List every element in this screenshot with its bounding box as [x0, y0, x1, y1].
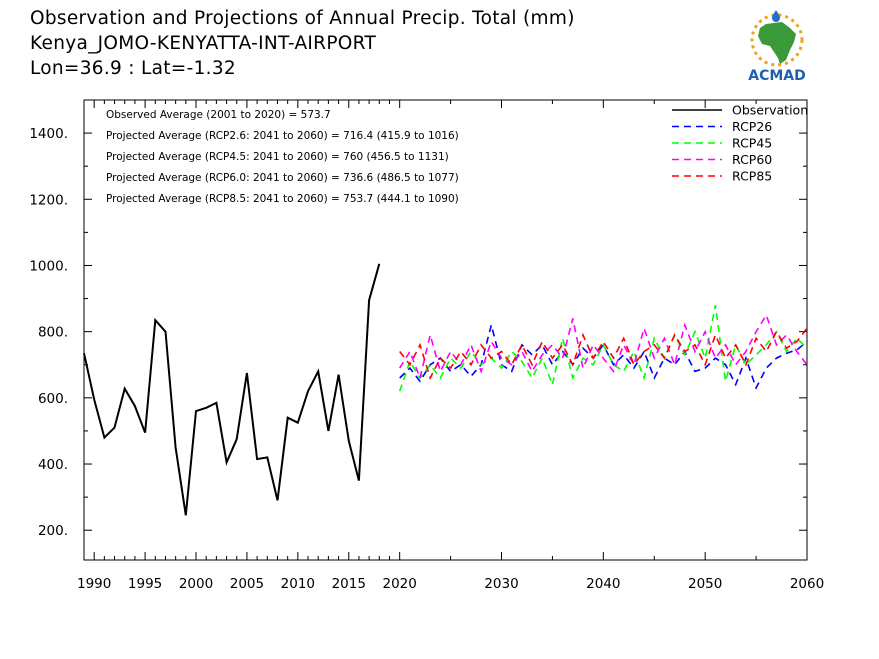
- x-tick-label: 1990: [77, 576, 111, 592]
- chart-title: Observation and Projections of Annual Pr…: [30, 8, 575, 29]
- annotation-text: Observed Average (2001 to 2020) = 573.7: [106, 109, 331, 121]
- series-line-rcp85: [399, 327, 808, 381]
- annotation-text: Projected Average (RCP8.5: 2041 to 2060)…: [106, 193, 459, 205]
- y-tick-label: 1400.: [29, 126, 68, 142]
- x-tick-label: 2015: [332, 576, 366, 592]
- x-tick-label: 2010: [281, 576, 315, 592]
- x-tick-label: 2030: [484, 576, 518, 592]
- x-tick-label: 2005: [230, 576, 264, 592]
- legend-label: RCP26: [732, 119, 772, 134]
- chart-annotations: Observed Average (2001 to 2020) = 573.7 P…: [106, 109, 459, 205]
- y-tick-label: 400.: [38, 457, 68, 473]
- annotation-text: Projected Average (RCP2.6: 2041 to 2060)…: [106, 130, 459, 142]
- series-line-rcp26: [399, 324, 808, 390]
- annotation-text: Projected Average (RCP4.5: 2041 to 2060)…: [106, 151, 449, 163]
- sun-rays-icon: [750, 13, 804, 67]
- series-line-rcp60: [399, 313, 808, 381]
- y-tick-label: 600.: [38, 391, 68, 407]
- logo-text: ACMAD: [748, 68, 806, 84]
- y-tick-label: 1200.: [29, 192, 68, 208]
- water-drop-icon: [772, 10, 780, 22]
- legend-label: RCP45: [732, 136, 772, 151]
- legend-label: RCP85: [732, 169, 772, 184]
- x-tick-label: 2040: [586, 576, 620, 592]
- africa-map-icon: [758, 22, 796, 64]
- station-name: Kenya_JOMO-KENYATTA-INT-AIRPORT: [30, 33, 377, 54]
- plot-frame: [83, 99, 808, 561]
- legend-label: Observation: [732, 103, 808, 118]
- y-tick-label: 800.: [38, 325, 68, 341]
- x-tick-label: 2050: [688, 576, 722, 592]
- station-coordinates: Lon=36.9 : Lat=-1.32: [30, 58, 236, 79]
- acmad-logo: ACMAD: [748, 10, 806, 84]
- y-tick-label: 1000.: [29, 258, 68, 274]
- x-tick-label: 2060: [790, 576, 824, 592]
- y-tick-label: 200.: [38, 523, 68, 539]
- series-line-rcp45: [398, 305, 808, 392]
- chart-axes: 200. 400. 600. 800. 1000. 1200. 1400. 1990 1995 2…: [29, 99, 824, 592]
- legend-label: RCP60: [732, 152, 772, 167]
- x-tick-label: 1995: [128, 576, 162, 592]
- x-tick-label: 2000: [179, 576, 213, 592]
- annotation-text: Projected Average (RCP6.0: 2041 to 2060)…: [106, 172, 459, 184]
- series-line-observation: [83, 263, 381, 516]
- chart-series: [83, 263, 808, 516]
- x-tick-label: 2020: [382, 576, 416, 592]
